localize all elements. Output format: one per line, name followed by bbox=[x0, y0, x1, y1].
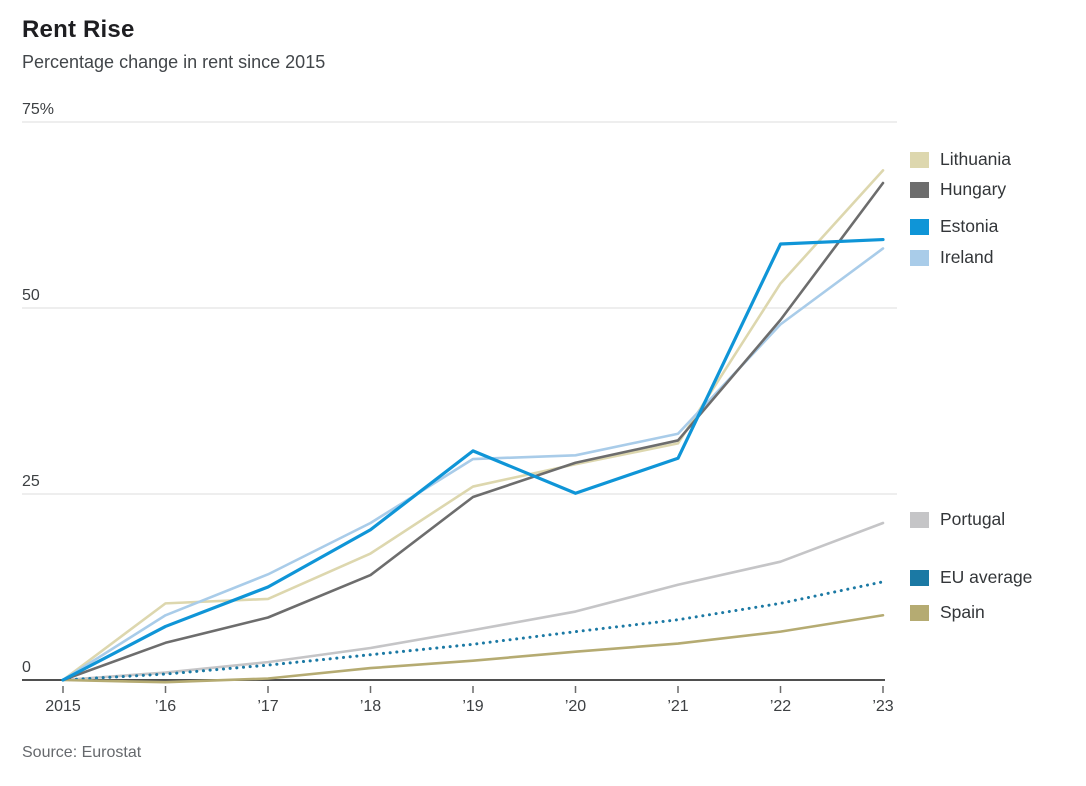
legend-label-estonia: Estonia bbox=[940, 216, 999, 236]
legend-item-lithuania: Lithuania bbox=[910, 149, 1011, 170]
chart-title: Rent Rise bbox=[22, 16, 135, 43]
legend-item-estonia: Estonia bbox=[910, 216, 998, 237]
line-hungary bbox=[61, 181, 885, 682]
x-axis-label-2016: ’16 bbox=[154, 698, 177, 715]
spain-swatch-icon bbox=[910, 604, 929, 621]
ireland-swatch-icon bbox=[910, 249, 929, 266]
line-spain bbox=[61, 613, 885, 684]
x-axis-label-2022: ’22 bbox=[769, 698, 792, 715]
estonia-swatch-icon bbox=[910, 218, 929, 235]
x-axis-label-2015: 2015 bbox=[45, 698, 81, 715]
legend-label-ireland: Ireland bbox=[940, 247, 994, 267]
portugal-swatch-icon bbox=[910, 511, 929, 528]
x-axis-label-2018: ’18 bbox=[359, 698, 382, 715]
hungary-swatch-icon bbox=[910, 181, 929, 198]
line-lithuania bbox=[61, 169, 885, 682]
x-axis-label-2017: ’17 bbox=[257, 698, 279, 715]
legend-label-hungary: Hungary bbox=[940, 179, 1007, 199]
eu-average-swatch-icon bbox=[910, 569, 929, 586]
x-axis-label-2020: ’20 bbox=[564, 698, 587, 715]
legend-label-spain: Spain bbox=[940, 602, 985, 622]
lithuania-swatch-icon bbox=[910, 151, 929, 168]
legend-item-eu-average: EU average bbox=[910, 567, 1032, 588]
y-axis-label-0: 0 bbox=[22, 659, 31, 676]
legend-label-eu-average: EU average bbox=[940, 567, 1033, 587]
legend-label-lithuania: Lithuania bbox=[940, 149, 1012, 169]
legend-item-hungary: Hungary bbox=[910, 179, 1006, 200]
y-axis-label-75: 75% bbox=[22, 101, 55, 118]
chart-subtitle: Percentage change in rent since 2015 bbox=[22, 52, 326, 72]
legend-item-spain: Spain bbox=[910, 602, 985, 623]
legend-item-portugal: Portugal bbox=[910, 509, 1005, 530]
legend-item-ireland: Ireland bbox=[910, 247, 994, 268]
source-note: Source: Eurostat bbox=[22, 744, 142, 761]
line-portugal bbox=[61, 521, 885, 682]
y-axis-label-25: 25 bbox=[22, 473, 40, 490]
x-axis-label-2021: ’21 bbox=[667, 698, 689, 715]
x-axis-label-2019: ’19 bbox=[462, 698, 484, 715]
line-estonia bbox=[61, 237, 885, 682]
legend-label-portugal: Portugal bbox=[940, 509, 1006, 529]
y-axis-label-50: 50 bbox=[22, 287, 40, 304]
x-axis-label-2023: ’23 bbox=[872, 698, 894, 715]
